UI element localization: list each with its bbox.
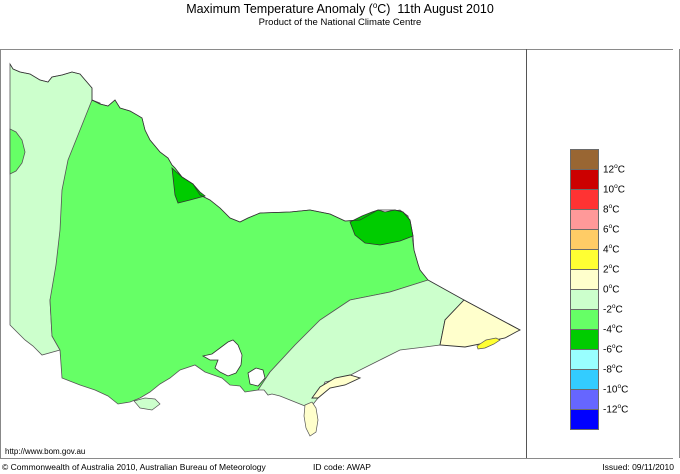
legend-label: 0oC <box>603 283 620 296</box>
legend-swatch-pink <box>570 209 599 229</box>
title-text: Maximum Temperature Anomaly ( <box>186 2 373 17</box>
anomaly-map <box>9 62 521 437</box>
port-phillip-bay <box>201 339 243 377</box>
legend-swatch-brown <box>570 149 599 169</box>
legend-label: 12oC <box>603 163 625 176</box>
legend-label: -4oC <box>603 323 623 336</box>
legend-label: -10oC <box>603 383 629 396</box>
legend-swatch-orange <box>570 229 599 249</box>
legend-label: 10oC <box>603 183 625 196</box>
legend-swatch-cream <box>570 269 599 289</box>
coastline-outline <box>9 63 521 331</box>
zone-gippsland-band <box>257 279 465 409</box>
western-port <box>247 367 266 387</box>
legend-swatch-blue <box>570 409 599 430</box>
legend-swatch-periwinkle <box>570 389 599 409</box>
zone-sw-coast-patch <box>133 397 161 411</box>
copyright-notice: © Commonwealth of Australia 2010, Austra… <box>2 462 266 472</box>
zone-promontory-tip <box>303 401 319 437</box>
legend-swatch-dark-red <box>570 169 599 189</box>
legend-label: 8oC <box>603 203 620 216</box>
legend-swatch-green <box>570 309 599 329</box>
legend-label: 2oC <box>603 263 620 276</box>
legend-label: -8oC <box>603 363 623 376</box>
legend-swatch-pale-green <box>570 289 599 309</box>
legend-label: 4oC <box>603 243 620 256</box>
frame-divider <box>526 49 527 458</box>
zone-wilsons-promontory <box>311 374 362 399</box>
id-code: ID code: AWAP <box>313 462 371 472</box>
title-unit: C) <box>377 2 391 17</box>
legend-swatch-dark-green <box>570 329 599 349</box>
frame-border-left <box>0 49 1 458</box>
zone-east-coast-patch <box>476 337 501 350</box>
degree-symbol: o <box>372 1 378 10</box>
colour-legend <box>570 149 599 430</box>
legend-swatch-red <box>570 189 599 209</box>
legend-label: 6oC <box>603 223 620 236</box>
legend-label: -2oC <box>603 303 623 316</box>
zone-west-bump <box>9 128 26 175</box>
legend-swatch-sky-blue <box>570 369 599 389</box>
title-date: 11th August 2010 <box>390 2 494 17</box>
map-title: Maximum Temperature Anomaly (oC) 11th Au… <box>0 1 680 16</box>
bom-website-link[interactable]: http://www.bom.gov.au <box>5 447 86 456</box>
map-frame <box>0 49 673 459</box>
issued-date: Issued: 09/11/2010 <box>602 462 674 472</box>
legend-swatch-yellow <box>570 249 599 269</box>
legend-label: -12oC <box>603 403 629 416</box>
legend-label: -6oC <box>603 343 623 356</box>
legend-swatch-pale-cyan <box>570 349 599 369</box>
map-subtitle: Product of the National Climate Centre <box>258 17 422 28</box>
